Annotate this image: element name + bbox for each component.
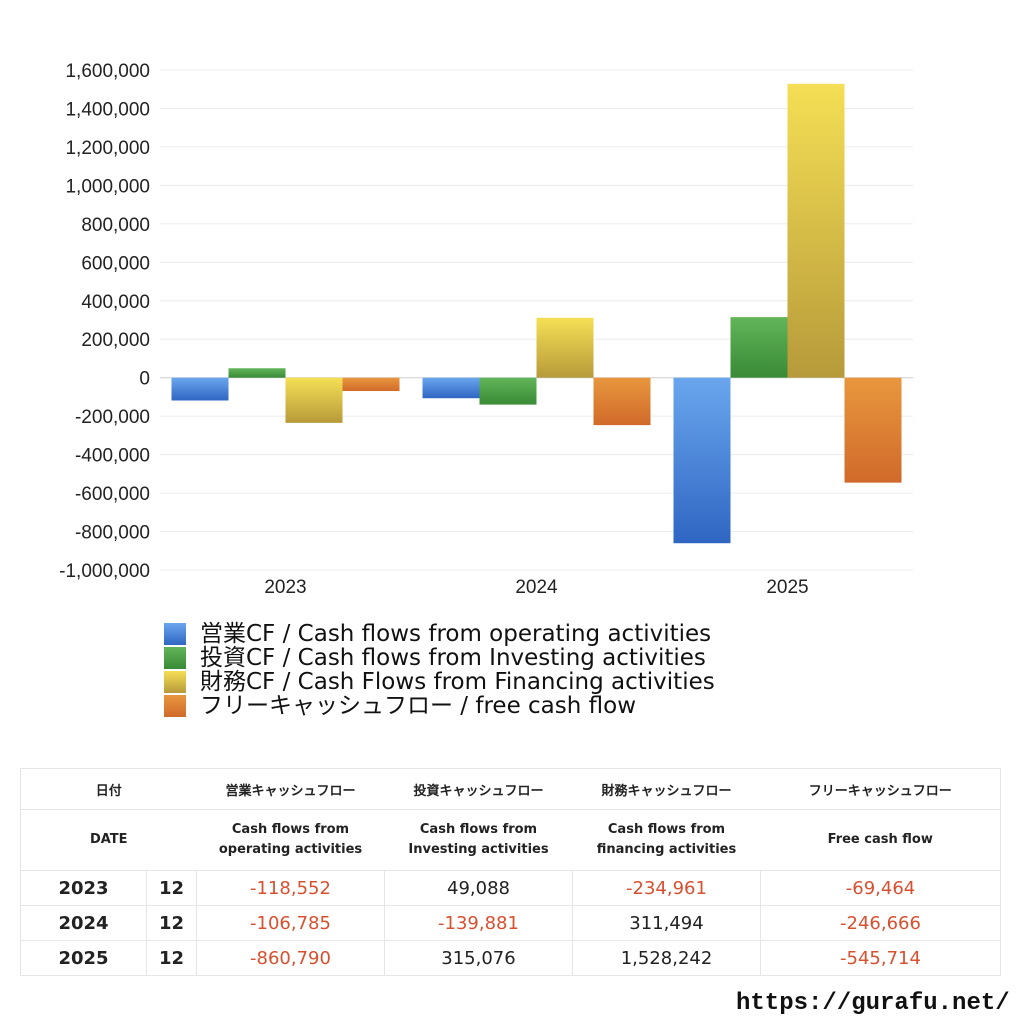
bar-2025-series-3: [844, 377, 902, 483]
row-year: 2023: [20, 870, 147, 906]
table-row: 2023 12 -118,552 49,088 -234,961 -69,464: [20, 870, 1001, 906]
table-header-jp: 日付 営業キャッシュフロー 投資キャッシュフロー 財務キャッシュフロー フリーキ…: [20, 768, 1001, 810]
legend-label-operating: 営業CF / Cash flows from operating activit…: [200, 621, 712, 647]
y-tick-label: 200,000: [81, 330, 150, 351]
x-tick-label: 2024: [515, 577, 558, 598]
x-tick-label: 2023: [264, 577, 306, 598]
bar-2024-series-2: [536, 317, 594, 378]
bar-2023-series-0: [171, 377, 229, 401]
row-free: -69,464: [760, 870, 1001, 906]
site-url[interactable]: https://gurafu.net/: [736, 990, 1010, 1017]
row-operating: -106,785: [196, 905, 385, 941]
y-tick-label: 1,400,000: [65, 99, 150, 120]
header-operating-en: Cash flows from operating activities: [196, 809, 385, 871]
bar-2024-series-0: [422, 377, 480, 399]
row-month: 12: [146, 940, 197, 976]
row-free: -545,714: [760, 940, 1001, 976]
y-tick-label: 800,000: [81, 215, 150, 236]
y-tick-label: 600,000: [81, 253, 150, 274]
row-free: -246,666: [760, 905, 1001, 941]
y-tick-label: 0: [139, 369, 150, 390]
y-tick-label: 1,600,000: [65, 61, 150, 82]
y-tick-label: -200,000: [75, 407, 150, 428]
row-financing: 311,494: [572, 905, 761, 941]
header-financing-jp: 財務キャッシュフロー: [572, 768, 761, 810]
cash-flow-chart: 1,600,000 1,400,000 1,200,000 1,000,000 800,…: [59, 61, 913, 598]
legend-label-investing: 投資CF / Cash flows from Investing activit…: [200, 645, 706, 671]
chart-legend: 営業CF / Cash flows from operating activit…: [164, 622, 715, 718]
x-axis-tick-labels: 2023 2024 2025: [264, 577, 808, 598]
header-investing-en: Cash flows from Investing activities: [384, 809, 573, 871]
table-row: 2024 12 -106,785 -139,881 311,494 -246,6…: [20, 905, 1001, 941]
y-axis-tick-labels: 1,600,000 1,400,000 1,200,000 1,000,000 800,…: [59, 61, 150, 582]
legend-swatch-operating: [164, 623, 186, 645]
bar-2025-series-2: [787, 83, 845, 378]
table-header-en: DATE Cash flows from operating activitie…: [20, 809, 1001, 871]
row-investing: -139,881: [384, 905, 573, 941]
y-tick-label: -600,000: [75, 484, 150, 505]
bar-2023-series-1: [228, 368, 286, 378]
y-tick-label: 400,000: [81, 292, 150, 313]
cash-flow-table: 日付 営業キャッシュフロー 投資キャッシュフロー 財務キャッシュフロー フリーキ…: [20, 768, 1001, 976]
table-row: 2025 12 -860,790 315,076 1,528,242 -545,…: [20, 940, 1001, 976]
row-investing: 49,088: [384, 870, 573, 906]
row-operating: -118,552: [196, 870, 385, 906]
legend-item-operating: 営業CF / Cash flows from operating activit…: [164, 622, 715, 646]
header-financing-en: Cash flows from financing activities: [572, 809, 761, 871]
header-free-jp: フリーキャッシュフロー: [760, 768, 1001, 810]
header-date-jp: 日付: [20, 768, 197, 810]
x-tick-label: 2025: [766, 577, 808, 598]
row-operating: -860,790: [196, 940, 385, 976]
header-date-en: DATE: [20, 809, 197, 871]
y-tick-label: 1,200,000: [65, 138, 150, 159]
bar-2024-series-1: [479, 377, 537, 405]
legend-label-free: フリーキャッシュフロー / free cash flow: [200, 693, 637, 719]
row-investing: 315,076: [384, 940, 573, 976]
bar-2024-series-3: [593, 377, 651, 426]
header-free-en: Free cash flow: [760, 809, 1001, 871]
bar-2025-series-1: [730, 317, 788, 378]
row-financing: 1,528,242: [572, 940, 761, 976]
y-tick-label: -1,000,000: [59, 561, 150, 582]
y-tick-label: -400,000: [75, 446, 150, 467]
legend-swatch-investing: [164, 647, 186, 669]
bar-2023-series-3: [342, 377, 400, 392]
legend-label-financing: 財務CF / Cash Flows from Financing activit…: [200, 669, 715, 695]
legend-item-investing: 投資CF / Cash flows from Investing activit…: [164, 646, 715, 670]
row-year: 2025: [20, 940, 147, 976]
row-year: 2024: [20, 905, 147, 941]
header-operating-jp: 営業キャッシュフロー: [196, 768, 385, 810]
bar-2023-series-2: [285, 377, 343, 423]
legend-item-financing: 財務CF / Cash Flows from Financing activit…: [164, 670, 715, 694]
y-tick-label: 1,000,000: [65, 176, 150, 197]
legend-swatch-free: [164, 695, 186, 717]
row-financing: -234,961: [572, 870, 761, 906]
row-month: 12: [146, 905, 197, 941]
row-month: 12: [146, 870, 197, 906]
y-tick-label: -800,000: [75, 523, 150, 544]
legend-swatch-financing: [164, 671, 186, 693]
bar-2025-series-0: [673, 377, 731, 544]
grid-lines: [160, 69, 913, 571]
header-investing-jp: 投資キャッシュフロー: [384, 768, 573, 810]
bars: [171, 83, 902, 544]
legend-item-free: フリーキャッシュフロー / free cash flow: [164, 694, 715, 718]
